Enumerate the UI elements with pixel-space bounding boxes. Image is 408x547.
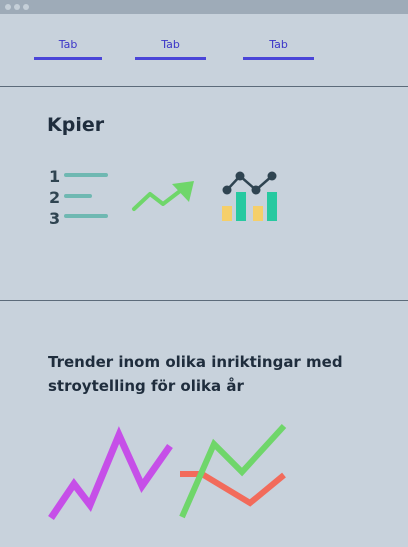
multi-line-chart-icon (179, 423, 287, 519)
kpi-heading: Kpier (47, 114, 105, 136)
tab-3[interactable]: Tab (243, 36, 314, 60)
trends-heading: Trender inom olika inriktingar med stroy… (48, 353, 343, 395)
window-close-icon[interactable] (5, 4, 11, 10)
window-minimize-icon[interactable] (14, 4, 20, 10)
section-divider-top (0, 86, 408, 87)
trend-up-arrow-icon (132, 181, 194, 211)
list-number-3: 3 (49, 209, 60, 228)
window-maximize-icon[interactable] (23, 4, 29, 10)
list-number-1: 1 (49, 167, 60, 186)
tab-1[interactable]: Tab (34, 36, 102, 60)
list-number-2: 2 (49, 188, 60, 207)
numbered-list-icon: 1 2 3 (49, 167, 108, 228)
window-titlebar (0, 0, 408, 14)
section-divider-middle (0, 300, 408, 301)
purple-zigzag-line-icon (48, 426, 173, 520)
bar-line-chart-icon (222, 171, 277, 221)
tab-2[interactable]: Tab (135, 36, 206, 60)
